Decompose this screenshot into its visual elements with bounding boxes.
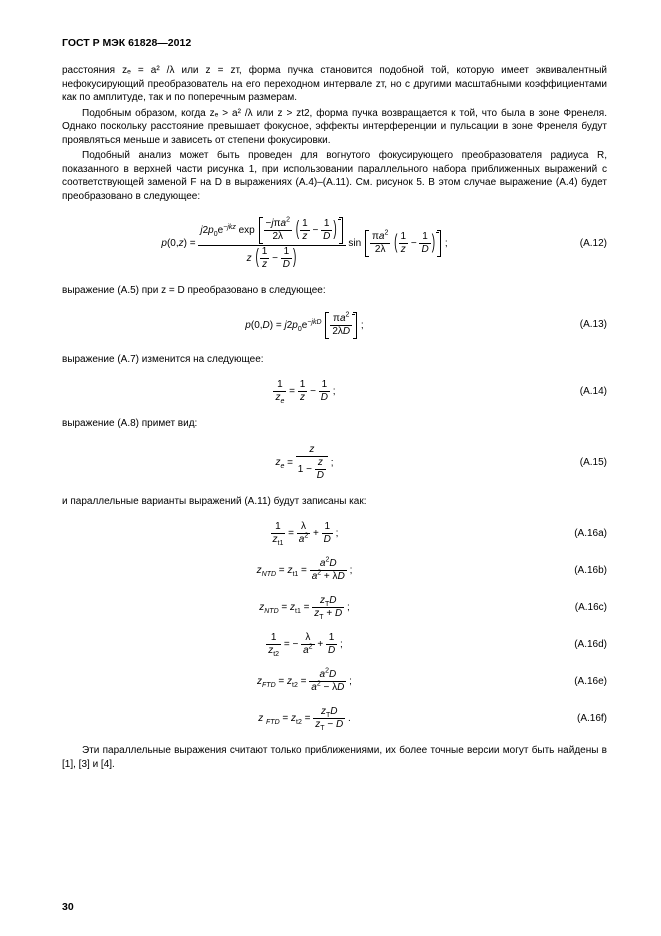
paragraph-6: выражение (А.8) примет вид: [62, 417, 607, 431]
equation-a16e-formula: zFTD = zt2 = a2D a2 − λD ; [62, 670, 547, 693]
equation-a16f-num: (А.16f) [547, 707, 607, 730]
equation-a16a: 1zt1 = λa2 + 1D ; (А.16a) [62, 522, 607, 545]
equation-a13-num: (А.13) [547, 312, 607, 339]
equation-a16c-num: (А.16c) [547, 596, 607, 619]
equation-a16e: zFTD = zt2 = a2D a2 − λD ; (А.16e) [62, 670, 607, 693]
equation-a16f-formula: z FTD = zt2 = zTD zT − D . [62, 707, 547, 730]
paragraph-2: Подобным образом, когда zₑ > a² /λ или z… [62, 107, 607, 148]
equation-a16a-formula: 1zt1 = λa2 + 1D ; [62, 522, 547, 545]
paragraph-8: Эти параллельные выражения считают тольк… [62, 744, 607, 771]
equation-a16b-num: (А.16b) [547, 559, 607, 582]
page: ГОСТ Р МЭК 61828—2012 расстояния zₑ = a²… [0, 0, 661, 936]
page-number: 30 [62, 900, 74, 914]
paragraph-3: Подобный анализ может быть проведен для … [62, 149, 607, 203]
equation-a16f: z FTD = zt2 = zTD zT − D . (А.16f) [62, 707, 607, 730]
equation-a16c-formula: zNTD = zt1 = zTD zT + D ; [62, 596, 547, 619]
equation-a14: 1ze = 1z − 1D ; (А.14) [62, 380, 607, 403]
equation-a12: p(0,z) = j2p0e−jkz exp −jπa2 2λ (1z − 1D… [62, 217, 607, 270]
equation-a16b-formula: zNTD = zt1 = a2D a2 + λD ; [62, 559, 547, 582]
paragraph-4: выражение (А.5) при z = D преобразовано … [62, 284, 607, 298]
equation-a15-formula: ze = z 1 − zD ; [62, 445, 547, 481]
equation-a12-num: (А.12) [547, 217, 607, 270]
paragraph-5: выражение (А.7) изменится на следующее: [62, 353, 607, 367]
equation-a15: ze = z 1 − zD ; (А.15) [62, 445, 607, 481]
equation-a14-num: (А.14) [547, 380, 607, 403]
equation-a12-formula: p(0,z) = j2p0e−jkz exp −jπa2 2λ (1z − 1D… [62, 217, 547, 270]
equation-a15-num: (А.15) [547, 445, 607, 481]
paragraph-7: и параллельные варианты выражений (А.11)… [62, 495, 607, 509]
equation-a16e-num: (А.16e) [547, 670, 607, 693]
equation-a13: p(0,D) = j2p0e−jkD πa2 2λD ; (А.13) [62, 312, 607, 339]
paragraph-1: расстояния zₑ = a² /λ или z = zт, форма … [62, 64, 607, 105]
equation-a16d: 1zt2 = − λa2 + 1D ; (А.16d) [62, 633, 607, 656]
equation-a14-formula: 1ze = 1z − 1D ; [62, 380, 547, 403]
equation-a16d-num: (А.16d) [547, 633, 607, 656]
equation-a16d-formula: 1zt2 = − λa2 + 1D ; [62, 633, 547, 656]
equation-a16a-num: (А.16a) [547, 522, 607, 545]
equation-a13-formula: p(0,D) = j2p0e−jkD πa2 2λD ; [62, 312, 547, 339]
equation-a16c: zNTD = zt1 = zTD zT + D ; (А.16c) [62, 596, 607, 619]
equation-a16b: zNTD = zt1 = a2D a2 + λD ; (А.16b) [62, 559, 607, 582]
doc-heading: ГОСТ Р МЭК 61828—2012 [62, 36, 607, 50]
